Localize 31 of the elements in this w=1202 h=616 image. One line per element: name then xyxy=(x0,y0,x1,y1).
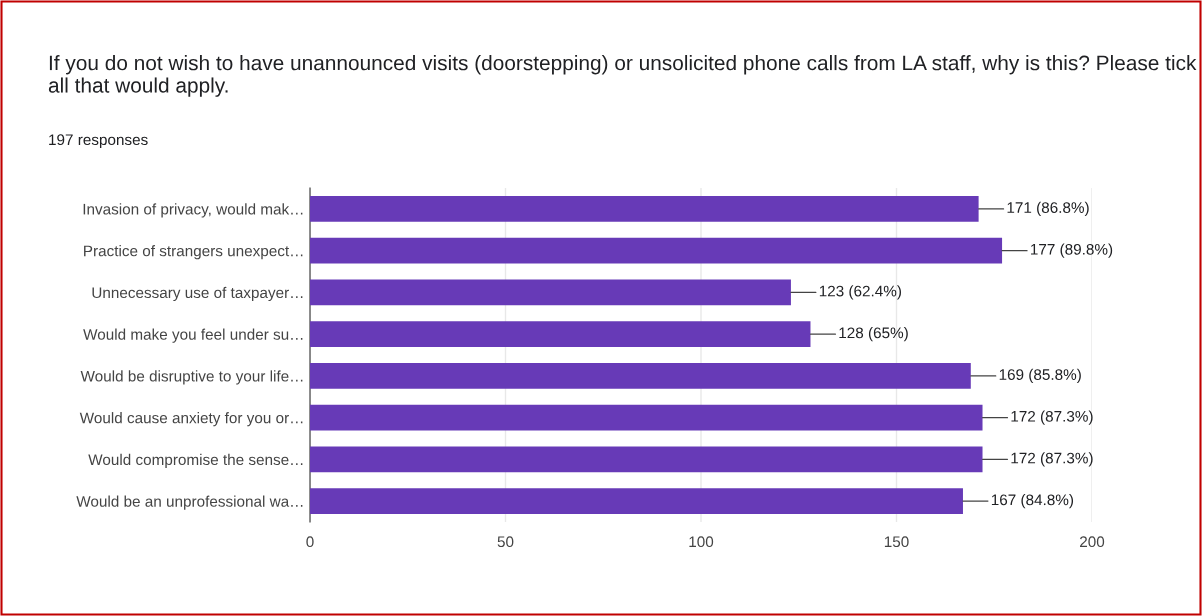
y-tick-label: Would be disruptive to your life… xyxy=(80,370,303,385)
text: 197 responses xyxy=(49,134,148,149)
chart-title: If you do not wish to have unannounced visits (doorstepping) or unsolicited phone calls from LA staff, why is this? Please tick all that would apply. xyxy=(48,55,1197,97)
y-tick-label: Would cause anxiety for you or… xyxy=(79,412,303,427)
bar xyxy=(310,195,979,222)
data-label: 169 (85.8%) xyxy=(999,368,1081,383)
data-label: 172 (87.3%) xyxy=(1011,410,1093,425)
bar xyxy=(310,446,983,473)
bar xyxy=(310,488,963,515)
y-tick-label: Practice of strangers unexpect… xyxy=(84,245,303,260)
x-tick-label: 150 xyxy=(884,536,909,548)
data-label: 172 (87.3%) xyxy=(1011,452,1093,467)
x-tick-label: 100 xyxy=(689,536,714,548)
bar xyxy=(310,321,811,348)
y-tick-label: Would make you feel under su… xyxy=(83,328,303,343)
data-label: 171 (86.8%) xyxy=(1007,201,1089,216)
bar xyxy=(310,404,983,431)
bar xyxy=(310,362,971,389)
data-label: 167 (84.8%) xyxy=(991,494,1074,509)
y-tick-label: Unnecessary use of taxpayer… xyxy=(92,286,303,302)
y-tick-label: Invasion of privacy, would mak… xyxy=(83,203,303,218)
data-label: 128 (65%) xyxy=(839,327,908,342)
x-tick-label: 50 xyxy=(497,536,514,548)
y-tick-label: Would compromise the sense… xyxy=(88,453,303,469)
data-label: 177 (89.8%) xyxy=(1031,243,1113,258)
y-tick-label: Would be an unprofessional wa… xyxy=(76,495,303,510)
bar xyxy=(310,237,1003,264)
bar xyxy=(310,279,791,306)
data-label: 123 (62.4%) xyxy=(819,285,901,300)
x-tick-label: 200 xyxy=(1080,536,1105,548)
x-tick-label: 0 xyxy=(306,536,314,548)
